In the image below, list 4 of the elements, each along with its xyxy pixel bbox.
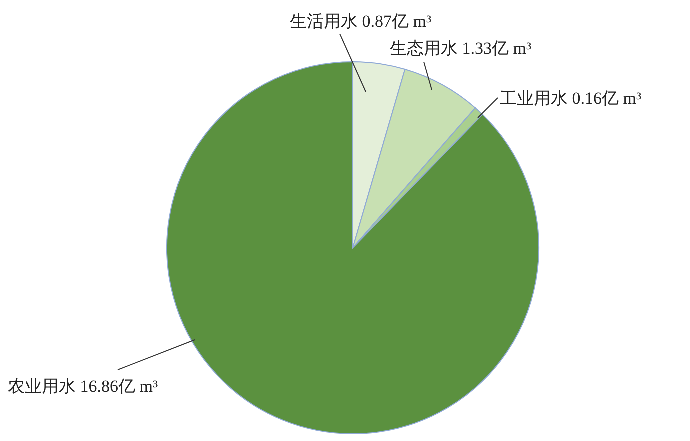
slice-label: 工业用水 0.16亿 m³ <box>500 89 642 108</box>
slice-label: 生活用水 0.87亿 m³ <box>290 12 432 31</box>
slice-label: 农业用水 16.86亿 m³ <box>8 377 158 396</box>
slice-label: 生态用水 1.33亿 m³ <box>390 39 532 58</box>
